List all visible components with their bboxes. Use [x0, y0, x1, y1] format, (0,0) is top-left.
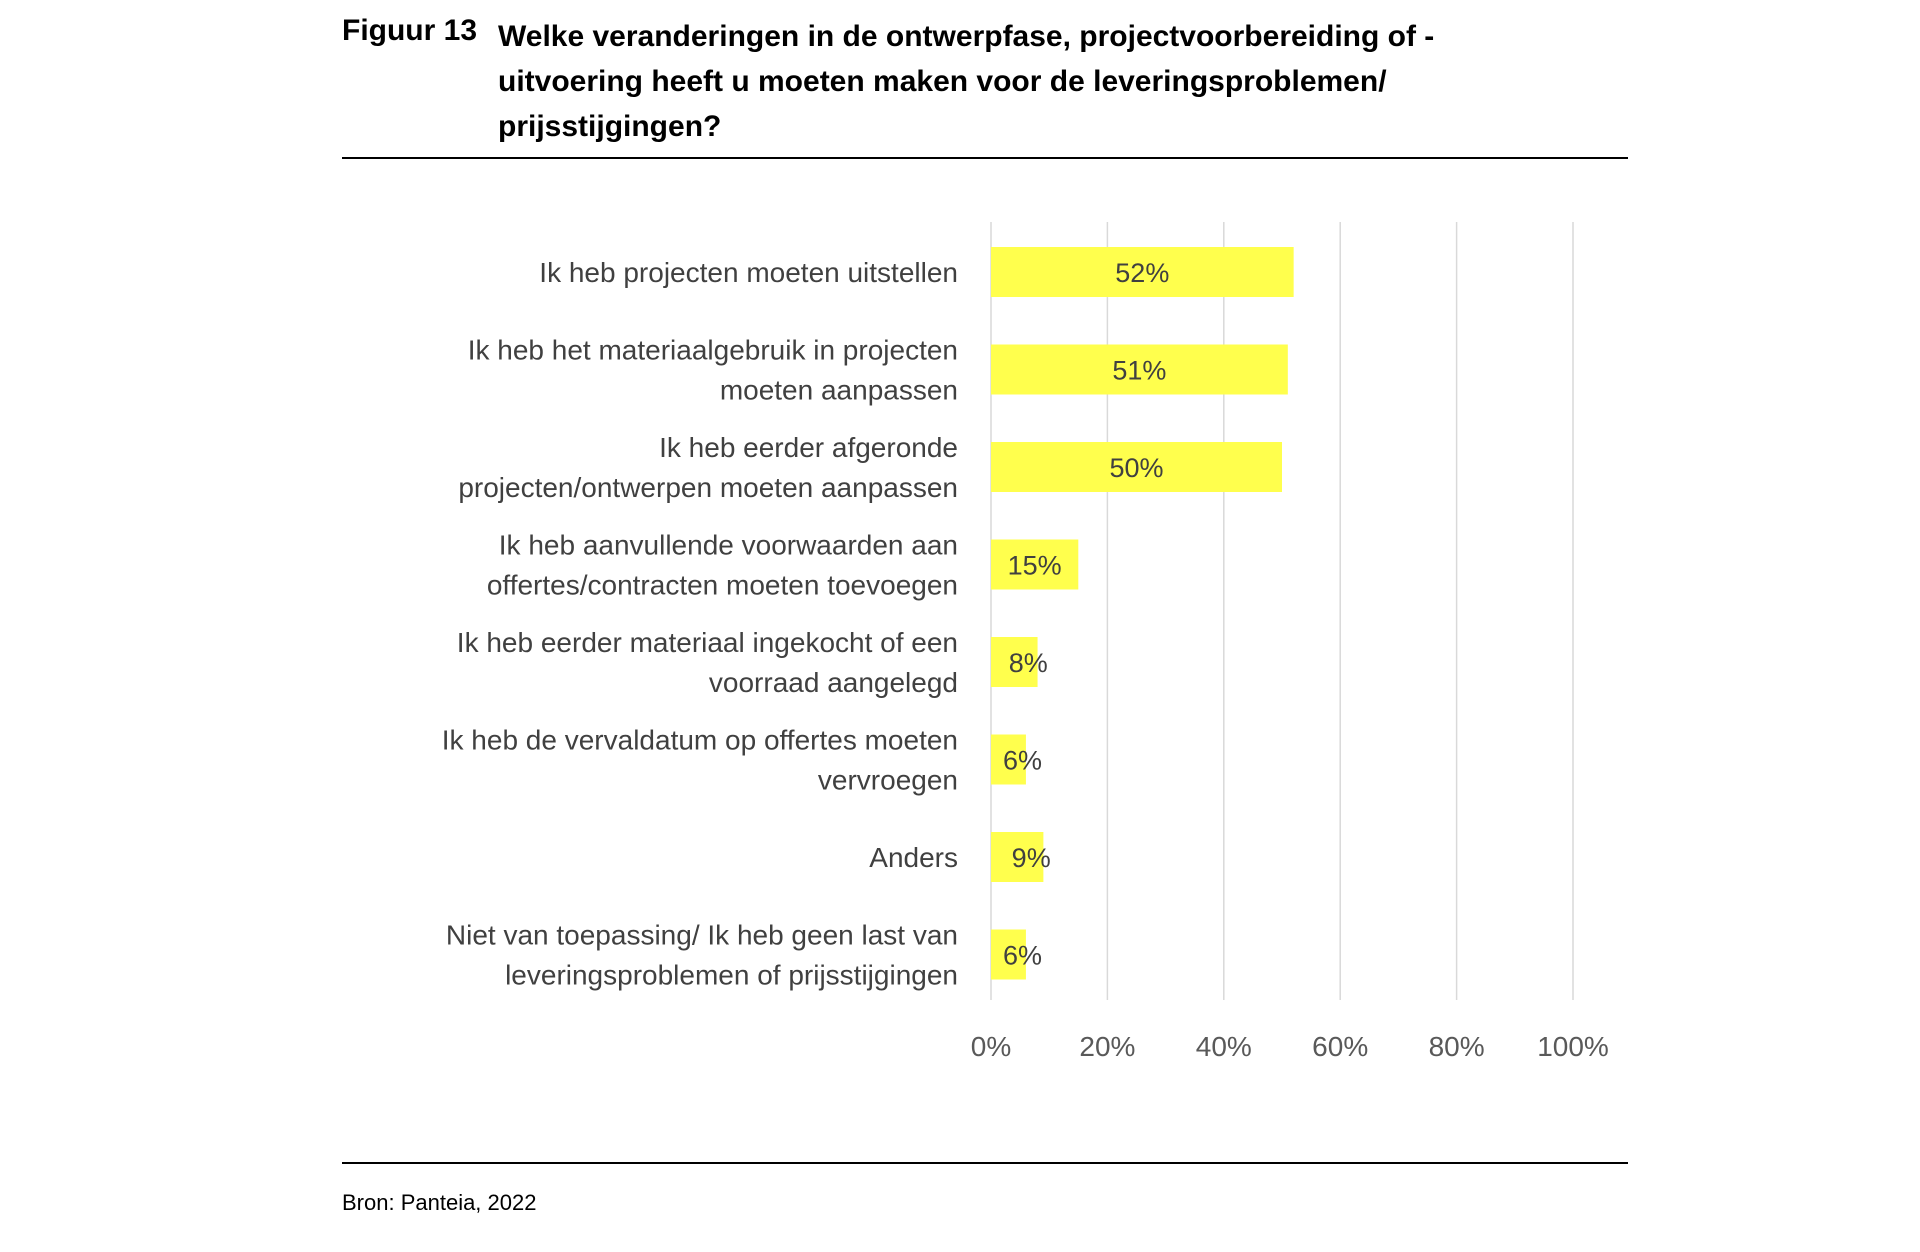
bar — [991, 832, 1044, 882]
data-label: 15% — [1008, 551, 1062, 581]
x-tick-label: 60% — [1312, 1031, 1368, 1062]
category-label: Ik heb de vervaldatum op offertes moeten — [442, 725, 958, 756]
category-label: Ik heb eerder materiaal ingekocht of een — [457, 627, 958, 658]
category-label: offertes/contracten moeten toevoegen — [487, 570, 958, 601]
category-label: projecten/ontwerpen moeten aanpassen — [458, 472, 958, 503]
x-axis-ticks: 0% 20% 40% 60% 80% 100% — [971, 1031, 1609, 1062]
data-label: 9% — [1012, 843, 1051, 873]
data-label: 8% — [1009, 648, 1048, 678]
x-tick-label: 80% — [1429, 1031, 1485, 1062]
category-label: Ik heb aanvullende voorwaarden aan — [499, 530, 958, 561]
category-label: leveringsproblemen of prijsstijgingen — [505, 960, 958, 991]
bar — [991, 539, 1079, 590]
x-tick-label: 100% — [1537, 1031, 1609, 1062]
x-tick-label: 40% — [1196, 1031, 1252, 1062]
data-labels: 52% 51% 50% 15% 8% 6% 9% 6% — [1003, 258, 1169, 971]
category-label: Ik heb eerder afgeronde — [659, 432, 958, 463]
bar — [991, 344, 1288, 395]
gridlines — [990, 222, 1574, 1000]
x-tick-label: 20% — [1079, 1031, 1135, 1062]
category-label: Ik heb projecten moeten uitstellen — [539, 257, 958, 288]
category-label: vervroegen — [818, 765, 958, 796]
figure-title: Welke veranderingen in de ontwerpfase, p… — [498, 20, 1435, 143]
figure-number: Figuur 13 — [342, 14, 478, 47]
data-label: 6% — [1003, 746, 1042, 776]
source-note: Bron: Panteia, 2022 — [342, 1190, 537, 1215]
category-label: Anders — [869, 842, 958, 873]
category-label: Ik heb het materiaalgebruik in projecten — [468, 335, 958, 366]
data-label: 51% — [1112, 356, 1166, 386]
category-label: moeten aanpassen — [720, 375, 958, 406]
top-rule — [342, 157, 1628, 159]
bars — [991, 247, 1294, 980]
bar-chart: Ik heb projecten moeten uitstellen Ik heb… — [442, 222, 1609, 1062]
bar — [991, 637, 1038, 687]
bar — [991, 929, 1026, 980]
bar — [991, 734, 1026, 785]
bar — [991, 247, 1294, 297]
category-label: voorraad aangelegd — [709, 667, 958, 698]
bar — [991, 442, 1282, 492]
bottom-rule — [342, 1162, 1628, 1164]
data-label: 52% — [1115, 258, 1169, 288]
category-label: Niet van toepassing/ Ik heb geen last va… — [446, 920, 958, 951]
data-label: 6% — [1003, 941, 1042, 971]
category-labels: Ik heb projecten moeten uitstellen Ik heb… — [442, 257, 958, 991]
x-tick-label: 0% — [971, 1031, 1011, 1062]
data-label: 50% — [1109, 453, 1163, 483]
